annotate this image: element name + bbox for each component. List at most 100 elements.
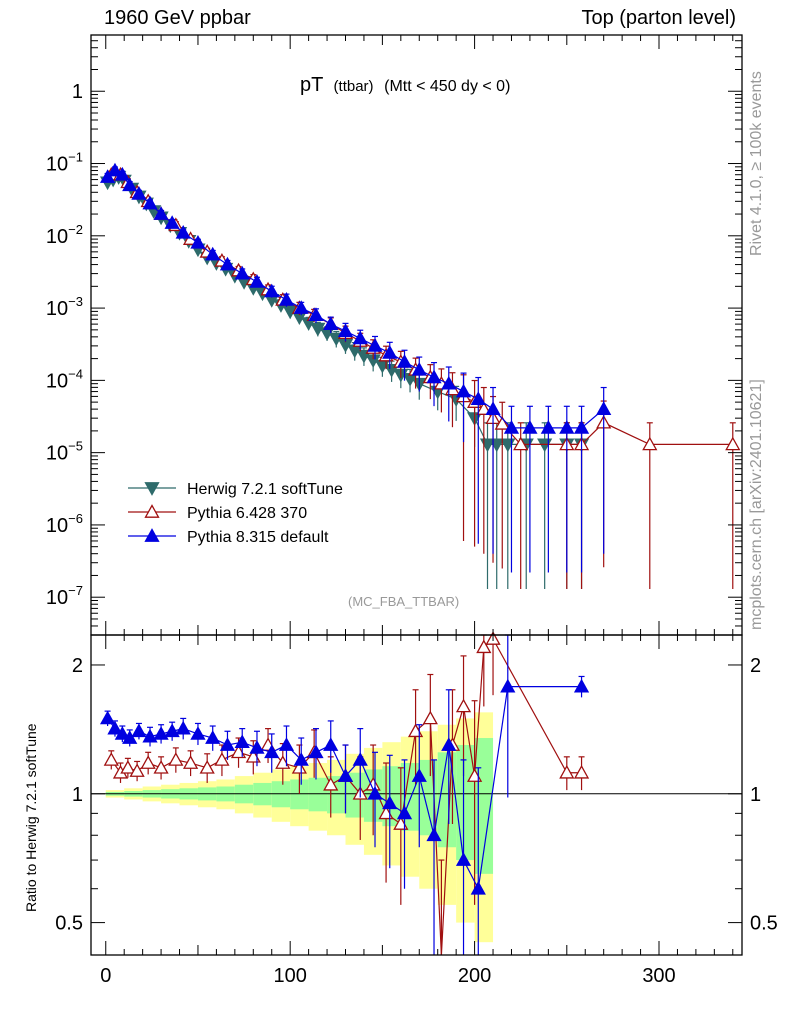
data-point <box>367 338 383 352</box>
ratio-point <box>168 752 184 766</box>
ratio-point <box>219 737 236 751</box>
ratio-ylabel: Ratio to Herwig 7.2.1 softTune <box>23 723 39 912</box>
main-y-tick-label: 10−2 <box>46 222 83 248</box>
data-point <box>308 307 324 321</box>
data-point <box>122 177 138 192</box>
ratio-point <box>337 768 354 782</box>
data-point <box>537 438 553 453</box>
ratio-point <box>175 720 191 735</box>
ratio-point <box>140 755 156 769</box>
ratio-point <box>573 678 590 693</box>
data-point <box>264 283 280 298</box>
ratio-y-tick-label: 2 <box>72 655 83 677</box>
ratio-y-tick-label-right: 1 <box>750 784 761 806</box>
ratio-point <box>129 763 145 777</box>
ratio-band-inner <box>345 772 364 818</box>
ratio-point <box>182 755 199 769</box>
legend-item-herwig-7-2-1-softtune: Herwig 7.2.1 softTune <box>128 481 343 498</box>
legend-item-pythia-6-428-370: Pythia 6.428 370 <box>128 504 307 522</box>
data-point <box>142 195 158 210</box>
watermark: (MC_FBA_TTBAR) <box>348 594 459 609</box>
ratio-point <box>142 728 158 743</box>
legend-item-pythia-8-315-default: Pythia 8.315 default <box>128 528 329 546</box>
data-point <box>323 316 339 330</box>
data-point <box>559 420 575 434</box>
ratio-y-tick-label-right: 2 <box>750 655 761 677</box>
ratio-point <box>308 744 324 759</box>
ratio-point <box>205 730 221 744</box>
data-point <box>190 234 206 249</box>
axes-layer: 110−110−210−310−410−510−610−70.5 0.51 12 20… <box>46 34 778 987</box>
plot-title: pT (ttbar) (Mtt < 450 dy < 0) <box>300 74 510 96</box>
ratio-point <box>422 710 438 725</box>
header-right: Top (parton level) <box>581 7 736 29</box>
data-point <box>642 436 658 451</box>
data-point <box>219 256 236 271</box>
ratio-point <box>214 752 230 766</box>
main-y-tick-label: 10−4 <box>46 366 83 392</box>
ratio-point <box>122 730 138 744</box>
ratio-point <box>455 852 472 866</box>
ratio-point <box>352 752 368 766</box>
data-point <box>725 436 741 451</box>
ratio-point <box>278 737 295 751</box>
legend-label: Pythia 6.428 370 <box>187 505 307 522</box>
main-y-tick-label: 1 <box>72 81 83 103</box>
data-point <box>573 420 590 434</box>
ratio-point <box>500 678 516 693</box>
data-point <box>382 345 398 359</box>
legend-marker <box>144 528 160 542</box>
ratio-point <box>476 639 492 654</box>
data-point <box>500 438 516 453</box>
data-point <box>485 401 501 415</box>
data-point <box>441 375 457 390</box>
data-point <box>476 401 492 415</box>
ratio-point <box>234 734 250 749</box>
ratio-point <box>120 759 136 774</box>
ratio-band-inner <box>456 745 475 861</box>
ratio-point <box>99 710 116 725</box>
ratio-point <box>114 726 130 740</box>
ratio-point <box>153 726 169 740</box>
main-y-tick-label: 10−5 <box>46 439 83 465</box>
ratio-point <box>411 768 427 782</box>
ratio-band-inner <box>308 777 328 812</box>
ratio-point <box>107 720 123 735</box>
main-y-tick-label: 10−1 <box>46 150 83 176</box>
ratio-point <box>153 759 169 774</box>
ratio-point <box>441 737 457 751</box>
x-tick-label: 300 <box>642 965 675 987</box>
legend-marker <box>144 504 160 518</box>
ratio-point <box>190 726 206 740</box>
series-pythia-8-315-default <box>99 162 612 573</box>
ratio-y-tick-label-right: 0.5 <box>750 913 778 935</box>
series-line <box>111 174 733 446</box>
data-point <box>131 186 147 200</box>
data-point <box>352 330 368 345</box>
data-point <box>411 361 427 376</box>
ratio-point <box>103 752 119 766</box>
data-point <box>596 401 612 415</box>
ratio-y-tick-label: 0.5 <box>55 913 83 935</box>
data-point <box>503 420 520 434</box>
title-main: pT <box>300 74 323 96</box>
ratio-plot-frame <box>90 634 743 956</box>
series-herwig-7-2-1-softtune <box>99 171 590 589</box>
data-point <box>107 162 123 177</box>
ratio-point <box>293 752 309 766</box>
main-y-tick-label: 10−6 <box>46 511 83 537</box>
data-point <box>278 292 295 306</box>
ratio-band-inner <box>437 752 457 848</box>
series-line <box>107 176 582 446</box>
data-point <box>337 323 354 337</box>
data-point <box>99 169 116 183</box>
data-point <box>522 420 538 434</box>
ratio-point <box>573 764 590 779</box>
x-tick-label: 100 <box>273 965 306 987</box>
legend-label: Pythia 8.315 default <box>187 529 329 546</box>
data-point <box>396 354 413 368</box>
series-line <box>107 169 605 429</box>
ratio-point <box>264 744 280 759</box>
ratio-point <box>323 737 339 751</box>
